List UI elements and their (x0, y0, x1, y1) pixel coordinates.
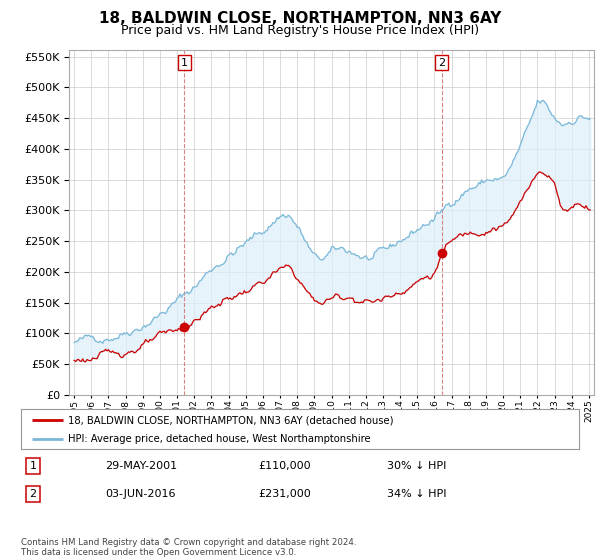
Text: 34% ↓ HPI: 34% ↓ HPI (387, 489, 446, 499)
Text: 1: 1 (181, 58, 188, 68)
Text: 2: 2 (29, 489, 37, 499)
Text: 18, BALDWIN CLOSE, NORTHAMPTON, NN3 6AY (detached house): 18, BALDWIN CLOSE, NORTHAMPTON, NN3 6AY … (68, 415, 394, 425)
Text: HPI: Average price, detached house, West Northamptonshire: HPI: Average price, detached house, West… (68, 434, 371, 444)
Text: 03-JUN-2016: 03-JUN-2016 (105, 489, 176, 499)
Text: £110,000: £110,000 (258, 461, 311, 471)
Text: 2: 2 (438, 58, 445, 68)
Text: Contains HM Land Registry data © Crown copyright and database right 2024.
This d: Contains HM Land Registry data © Crown c… (21, 538, 356, 557)
Text: 29-MAY-2001: 29-MAY-2001 (105, 461, 177, 471)
Text: 1: 1 (29, 461, 37, 471)
Text: £231,000: £231,000 (258, 489, 311, 499)
Text: Price paid vs. HM Land Registry's House Price Index (HPI): Price paid vs. HM Land Registry's House … (121, 24, 479, 37)
Text: 30% ↓ HPI: 30% ↓ HPI (387, 461, 446, 471)
Text: 18, BALDWIN CLOSE, NORTHAMPTON, NN3 6AY: 18, BALDWIN CLOSE, NORTHAMPTON, NN3 6AY (99, 11, 501, 26)
